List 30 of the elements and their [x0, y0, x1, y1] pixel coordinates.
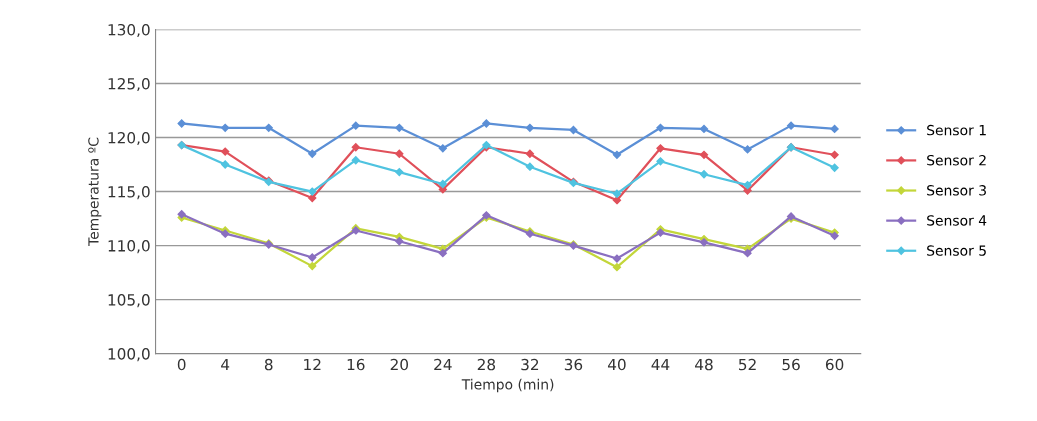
y-tick-label: 110,0: [108, 240, 150, 254]
legend-label: Sensor 2: [927, 154, 986, 166]
y-tick-label: 105,0: [108, 294, 150, 308]
x-tick-label: 60: [825, 358, 844, 371]
x-tick-label: 28: [477, 358, 496, 371]
x-tick-label: 36: [564, 358, 583, 371]
legend-label: Sensor 3: [927, 185, 986, 196]
legend-label: Sensor 1: [927, 124, 986, 136]
x-tick-label: 52: [738, 358, 756, 371]
x-tick-label: 12: [304, 358, 321, 371]
x-tick-label: 40: [607, 358, 626, 371]
x-tick-label: 0: [177, 358, 186, 371]
legend-label: Sensor 5: [927, 245, 986, 256]
x-tick-label: 32: [521, 358, 539, 371]
x-tick-label: 56: [782, 358, 800, 371]
x-axis-title: Tiempo (min): [461, 378, 554, 393]
x-tick-label: 8: [264, 358, 273, 371]
x-tick-label: 4: [221, 358, 230, 371]
y-tick-label: 100,0: [108, 348, 150, 362]
y-tick-label: 125,0: [108, 77, 150, 92]
x-tick-label: 24: [434, 358, 452, 371]
x-tick-label: 44: [651, 358, 670, 371]
x-tick-label: 16: [347, 358, 365, 371]
y-tick-label: 115,0: [108, 186, 150, 200]
y-axis-title: Temperatura ºC: [88, 137, 102, 247]
y-tick-label: 120,0: [108, 131, 150, 146]
y-tick-label: 130,0: [108, 23, 150, 38]
x-tick-label: 20: [390, 358, 409, 371]
x-tick-label: 48: [695, 358, 713, 371]
legend-label: Sensor 4: [927, 215, 987, 226]
